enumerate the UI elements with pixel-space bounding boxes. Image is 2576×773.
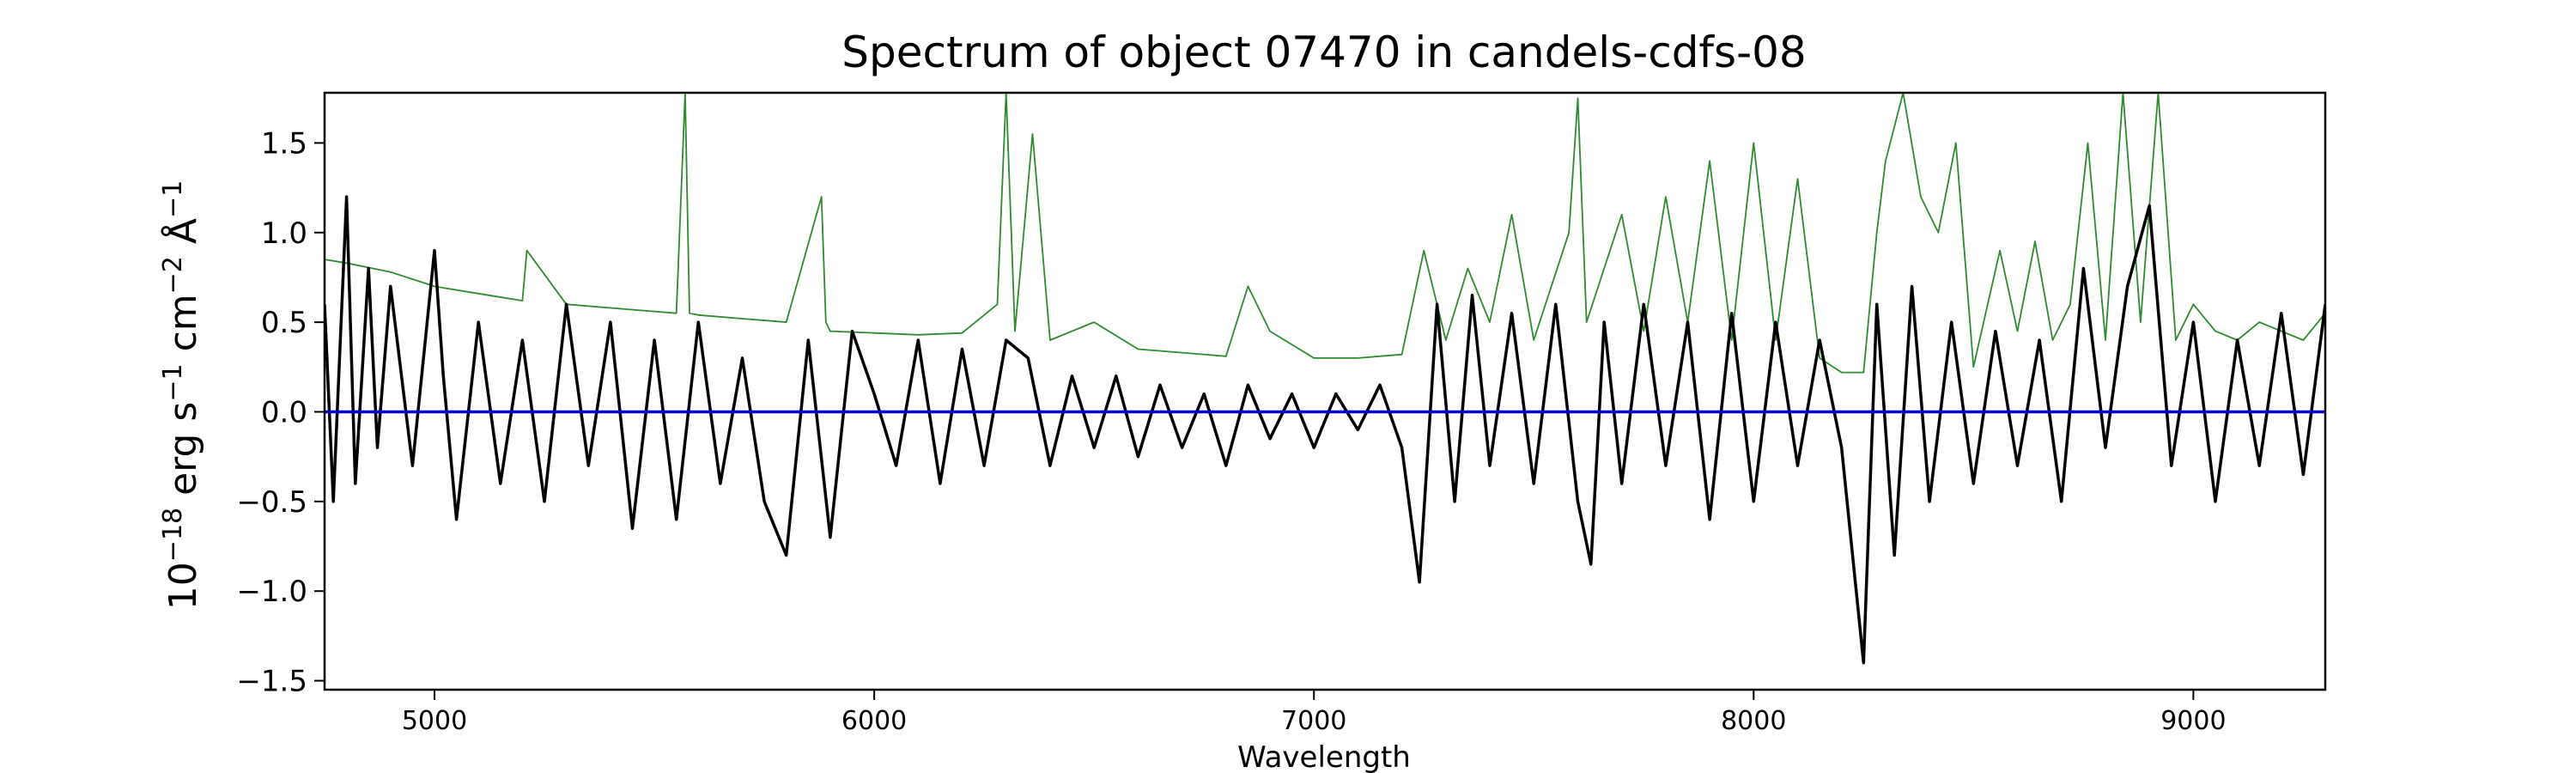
y-tick-label: 1.0: [261, 216, 307, 251]
error-series-line: [325, 93, 2325, 374]
y-axis-label: 10−18 erg s−1 cm−2 Å−1: [158, 180, 206, 610]
x-tick-label: 5000: [402, 706, 467, 736]
ylabel-exponent: −1: [158, 363, 188, 401]
y-tick-label: −1.0: [236, 575, 307, 609]
plot-frame: [323, 91, 2327, 691]
ylabel-part: cm: [161, 294, 205, 363]
flux-series-line: [325, 195, 2325, 665]
x-tick-label: 7000: [1281, 706, 1346, 736]
svg-text:10−18 erg s−1 cm−2 Å−1: 10−18 erg s−1 cm−2 Å−1: [158, 180, 206, 610]
x-tick-label: 8000: [1721, 706, 1786, 736]
y-tick-label: −0.5: [236, 485, 307, 520]
y-tick-label: 0.0: [261, 396, 307, 430]
ylabel-exponent: −2: [158, 256, 188, 294]
y-tick-label: −1.5: [236, 665, 307, 699]
x-tick-label: 6000: [841, 706, 907, 736]
x-tick-label: 9000: [2160, 706, 2226, 736]
y-tick-label: 0.5: [261, 306, 307, 340]
axis-ticks: 5000 6000 7000 8000 9000 −1.5 −1.0 −0.5 0.0 0.5 1.…: [236, 126, 2226, 736]
plot-lines: [325, 93, 2325, 665]
y-tick-label: 1.5: [261, 126, 307, 161]
ylabel-part: Å: [160, 218, 205, 256]
x-axis-label: Wavelength: [1237, 740, 1411, 773]
ylabel-exponent: −18: [158, 508, 188, 562]
chart-title: Spectrum of object 07470 in candels-cdfs…: [841, 27, 1807, 77]
ylabel-exponent: −1: [158, 180, 188, 218]
ylabel-part: erg s: [161, 402, 205, 508]
ylabel-part: 10: [161, 562, 205, 610]
